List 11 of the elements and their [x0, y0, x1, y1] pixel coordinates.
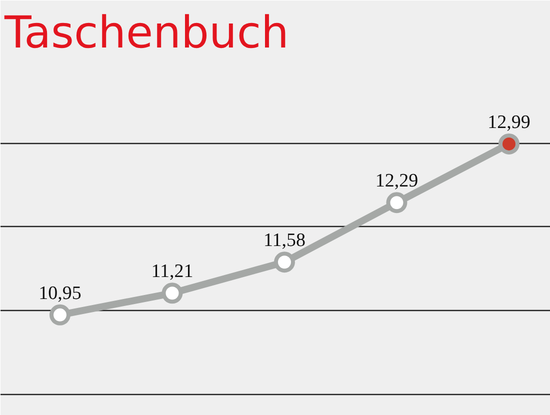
point — [162, 282, 183, 304]
point — [498, 133, 520, 154]
chart-title: Taschenbuch — [4, 8, 289, 58]
point — [49, 304, 70, 326]
point — [274, 252, 295, 273]
data-label: 11,58 — [263, 230, 306, 252]
data-label: 12,99 — [488, 112, 530, 133]
data-label: 11,21 — [151, 261, 194, 282]
data-label: 12,29 — [375, 170, 418, 192]
data-label: 10,95 — [38, 282, 82, 304]
point — [386, 192, 408, 214]
